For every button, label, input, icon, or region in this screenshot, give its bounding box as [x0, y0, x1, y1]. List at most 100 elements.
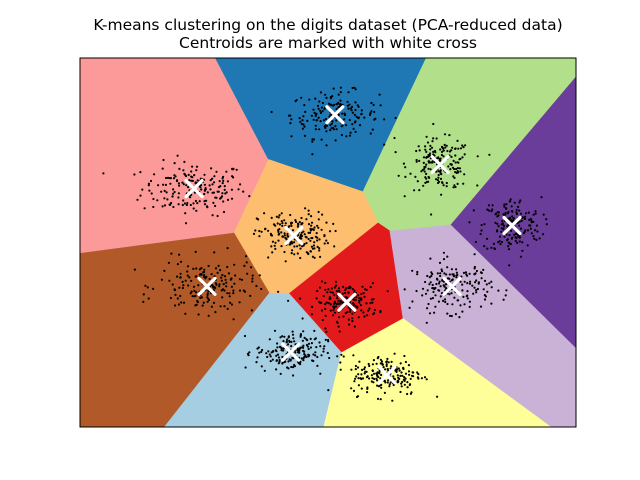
data-point: [334, 229, 337, 233]
data-point: [442, 251, 445, 254]
data-point: [441, 270, 444, 273]
data-point: [501, 220, 504, 223]
data-point: [538, 237, 541, 240]
data-point: [340, 125, 343, 128]
data-point: [354, 101, 357, 104]
data-point: [431, 297, 434, 300]
data-point: [374, 117, 377, 120]
data-point: [312, 138, 315, 141]
data-point: [207, 314, 210, 317]
data-point: [278, 223, 282, 226]
data-point: [497, 211, 500, 214]
data-point: [187, 173, 190, 176]
data-point: [432, 287, 435, 290]
data-point: [260, 350, 263, 353]
data-point: [261, 348, 264, 352]
data-point: [333, 311, 337, 314]
data-point: [183, 160, 186, 163]
data-point: [280, 212, 283, 215]
data-point: [519, 227, 523, 230]
data-point: [351, 123, 354, 126]
data-point: [197, 284, 200, 287]
centroid-cross: [337, 292, 357, 312]
data-point: [332, 87, 335, 90]
data-point: [401, 380, 404, 383]
data-point: [219, 185, 222, 188]
data-point: [302, 349, 305, 352]
data-point: [305, 251, 308, 254]
data-point: [200, 188, 203, 191]
data-point: [349, 286, 352, 289]
data-point: [320, 228, 323, 231]
data-point: [338, 330, 341, 333]
data-point: [320, 309, 323, 312]
data-point: [418, 149, 421, 152]
data-point: [153, 173, 156, 176]
data-point: [328, 115, 331, 118]
data-point: [497, 225, 500, 228]
data-point: [209, 179, 212, 182]
data-point: [334, 139, 337, 142]
data-point: [217, 264, 220, 267]
data-point: [463, 173, 466, 176]
data-point: [281, 355, 284, 359]
data-point: [425, 135, 428, 138]
data-point: [379, 377, 382, 380]
data-point: [529, 227, 532, 230]
data-point: [301, 346, 304, 349]
data-point: [275, 354, 278, 357]
data-point: [357, 117, 360, 120]
data-point: [356, 104, 359, 107]
data-point: [169, 182, 172, 185]
data-point: [351, 312, 354, 315]
data-point: [315, 232, 318, 235]
data-point: [510, 229, 513, 232]
data-point: [500, 227, 503, 230]
data-point: [466, 297, 469, 300]
data-point: [451, 303, 454, 306]
data-point: [232, 292, 235, 295]
data-point: [497, 214, 500, 217]
data-point: [329, 309, 332, 312]
data-point: [360, 109, 363, 112]
data-point: [336, 302, 339, 305]
data-point: [230, 285, 233, 288]
data-point: [295, 99, 298, 102]
data-point: [223, 188, 226, 191]
data-point: [375, 372, 378, 375]
data-point: [384, 368, 387, 371]
data-point: [386, 381, 389, 384]
data-point: [318, 238, 321, 241]
data-point: [487, 209, 491, 212]
data-point: [335, 320, 338, 323]
data-point: [363, 116, 366, 119]
data-point: [493, 247, 496, 250]
data-point: [455, 268, 458, 271]
data-point: [195, 165, 199, 168]
data-point: [336, 355, 339, 358]
data-point: [219, 305, 222, 308]
data-point: [505, 203, 508, 206]
data-point: [314, 124, 317, 127]
axes-frame: [79, 57, 577, 428]
data-point: [490, 246, 493, 249]
data-point: [335, 128, 338, 131]
data-point: [332, 314, 335, 317]
data-point: [358, 360, 361, 363]
data-point: [504, 294, 507, 297]
data-point: [438, 280, 441, 283]
data-point: [429, 281, 432, 284]
data-point: [379, 358, 382, 361]
data-point: [458, 167, 461, 170]
data-point: [310, 313, 313, 316]
data-point: [189, 292, 192, 295]
data-point: [251, 280, 254, 283]
data-point: [394, 369, 397, 372]
data-point: [363, 315, 366, 318]
data-point: [434, 151, 437, 154]
data-point: [281, 335, 284, 338]
data-point: [216, 214, 219, 218]
data-point: [290, 135, 293, 138]
data-point: [254, 229, 257, 232]
data-point: [387, 369, 390, 372]
